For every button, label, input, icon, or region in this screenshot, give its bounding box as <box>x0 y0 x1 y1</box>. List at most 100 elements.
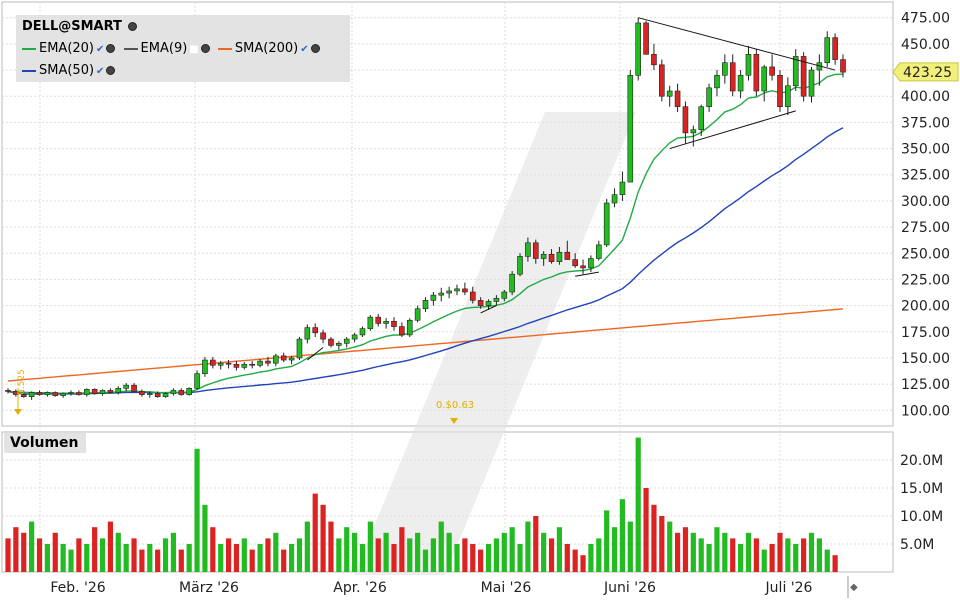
volume-bar <box>115 532 121 572</box>
trendline-upper <box>638 17 836 71</box>
volume-bar <box>596 538 602 572</box>
volume-bar <box>824 549 830 572</box>
volume-bar <box>123 544 129 572</box>
volume-bar <box>643 488 649 572</box>
candle-body <box>769 66 775 76</box>
candle-body <box>217 362 224 366</box>
check-icon[interactable]: ✔ <box>300 44 309 55</box>
check-icon[interactable]: ✔ <box>96 66 105 77</box>
legend-sma200[interactable]: SMA(200) ✔ <box>217 41 320 56</box>
candle-body <box>462 288 468 293</box>
volume-bar <box>210 527 216 572</box>
volume-bar <box>438 521 444 572</box>
x-tick-label: Mai '26 <box>481 580 532 596</box>
candle-body <box>446 290 452 294</box>
volume-bar <box>564 544 570 572</box>
candle-body <box>674 90 681 107</box>
volume-tick-label: 5.0M <box>900 537 934 553</box>
price-tick-label: 125.00 <box>901 377 950 393</box>
volume-bar <box>501 532 507 572</box>
candle-body <box>225 362 232 365</box>
candle-body <box>414 308 421 321</box>
candle-body <box>99 390 106 394</box>
candle-body <box>194 373 200 389</box>
candle-body <box>800 56 807 97</box>
eye-icon[interactable] <box>128 22 138 31</box>
volume-bar <box>344 527 350 572</box>
volume-bar <box>769 544 775 572</box>
candle-body <box>627 74 634 183</box>
legend-row-1: EMA(20) ✔ EMA(9) ■ SMA(200) ✔ <box>22 41 324 56</box>
candle-body <box>564 251 571 260</box>
volume-bar <box>785 538 791 572</box>
candle-body <box>312 327 319 334</box>
candle-body <box>525 242 531 257</box>
legend-row-2: SMA(50) ✔ <box>22 63 119 78</box>
legend-ema9[interactable]: EMA(9) ■ <box>123 41 210 56</box>
volume-bar <box>478 549 484 572</box>
candle-body <box>635 22 641 76</box>
volume-bar <box>367 521 373 572</box>
eye-icon[interactable] <box>200 44 210 53</box>
volume-bar <box>352 532 358 572</box>
dividend-label: 0.525 <box>17 369 27 395</box>
candle-body <box>588 258 594 269</box>
volume-bar <box>162 538 169 572</box>
volume-bar <box>241 538 247 572</box>
volume-bar <box>147 544 153 572</box>
volume-tick-label: 10.0M <box>900 509 943 525</box>
candle-body <box>611 194 618 204</box>
candle-body <box>328 338 334 346</box>
candle-body <box>682 106 689 134</box>
volume-bar <box>391 544 397 572</box>
eye-icon[interactable] <box>310 44 320 53</box>
candle-body <box>83 389 90 395</box>
candle-body <box>107 390 114 393</box>
volume-bar <box>556 527 563 572</box>
volume-bar <box>407 538 413 572</box>
volume-bar <box>415 532 421 572</box>
volume-bar <box>430 538 436 572</box>
candle-body <box>714 74 720 89</box>
candle-body <box>753 54 760 92</box>
volume-bar <box>281 549 287 572</box>
watermark-logo <box>354 112 636 575</box>
candle-body <box>375 316 382 324</box>
candle-body <box>320 332 326 340</box>
volume-bar <box>667 521 673 572</box>
volume-bar <box>485 544 492 572</box>
volume-bar <box>737 544 744 572</box>
legend-ema20[interactable]: EMA(20) ✔ <box>22 41 116 56</box>
candle-body <box>68 392 74 394</box>
eye-icon[interactable] <box>106 66 116 75</box>
check-icon[interactable]: ■ <box>189 44 199 55</box>
legend-sma50[interactable]: SMA(50) ✔ <box>22 63 116 78</box>
volume-bar <box>186 544 192 572</box>
candle-body <box>808 69 815 97</box>
candle-body <box>60 393 66 396</box>
candle-body <box>603 202 610 246</box>
candle-body <box>296 338 303 359</box>
candle-body <box>454 288 460 292</box>
candle-body <box>367 316 374 329</box>
candle-body <box>556 251 563 262</box>
volume-bar <box>698 538 704 572</box>
candle-body <box>139 391 145 395</box>
price-tick-label: 275.00 <box>901 220 950 236</box>
volume-bar <box>659 516 665 572</box>
volume-bar <box>273 532 279 572</box>
price-tick-label: 300.00 <box>901 194 950 210</box>
check-icon[interactable]: ✔ <box>96 44 105 55</box>
volume-bar <box>84 544 90 572</box>
candle-body <box>532 242 539 259</box>
price-tick-label: 325.00 <box>901 168 950 184</box>
volume-bar <box>533 516 539 572</box>
candle-body <box>509 273 515 293</box>
eye-icon[interactable] <box>106 44 116 53</box>
candle-body <box>619 181 626 195</box>
candle-body <box>115 388 122 393</box>
volume-tick-label: 15.0M <box>900 481 943 497</box>
volume-bar <box>218 544 224 572</box>
candle-body <box>737 74 744 92</box>
